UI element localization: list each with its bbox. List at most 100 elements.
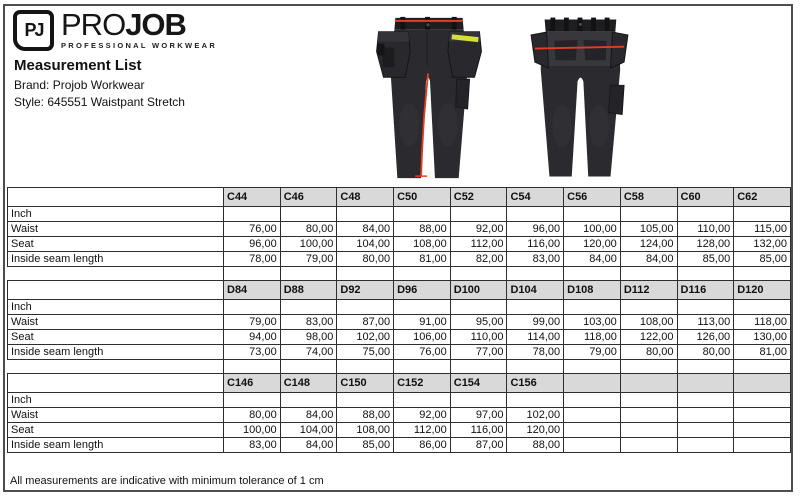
measurement-value-cell: 83,00: [279, 314, 338, 330]
empty-unit-cell: [563, 299, 621, 315]
measurement-value-cell: 104,00: [336, 236, 395, 252]
empty-unit-cell: [449, 392, 508, 408]
measurement-value-cell: 108,00: [336, 422, 395, 438]
empty-unit-cell: [336, 206, 395, 222]
measurement-row: Waist 76,00 80,00 84,00 88,00 92,00 96,00 100,0…: [7, 221, 791, 237]
measurement-value-cell: [619, 437, 678, 453]
measurement-value-cell: 96,00: [223, 236, 281, 252]
spacer-cell: [619, 266, 678, 281]
knee-shading: [552, 104, 572, 148]
empty-unit-cell: [506, 206, 565, 222]
holster-pocket-back-left: [530, 31, 550, 69]
knee-shading: [399, 102, 420, 147]
spacer-cell: [506, 359, 565, 374]
size-header-cell: C146: [223, 373, 281, 393]
spacer-cell: [336, 266, 395, 281]
measurement-value-cell: 85,00: [676, 251, 735, 267]
measurement-value-cell: 81,00: [393, 251, 451, 267]
wordmark-job: JOB: [125, 7, 187, 42]
measurement-label-cell: Inside seam length: [7, 344, 224, 360]
measurement-row: Waist 79,00 83,00 87,00 91,00 95,00 99,00 103,0…: [7, 314, 791, 330]
empty-unit-cell: [506, 392, 565, 408]
measurement-value-cell: 97,00: [449, 407, 508, 423]
size-header-cell: D120: [733, 280, 791, 300]
spacer-cell: [7, 266, 224, 281]
size-header-row: D84 D88 D92 D96 D100 D104 D108 D112 D116 D120: [7, 280, 791, 300]
spacer-cell: [279, 359, 338, 374]
empty-unit-cell: [506, 299, 565, 315]
empty-unit-cell: [619, 206, 678, 222]
measurement-value-cell: 79,00: [279, 251, 338, 267]
size-header-cell: C148: [279, 373, 338, 393]
trousers-back-illustration: [530, 17, 629, 177]
spacer-cell: [223, 359, 281, 374]
empty-unit-cell: [676, 392, 735, 408]
measurement-value-cell: 88,00: [336, 407, 395, 423]
measurement-value-cell: 104,00: [279, 422, 338, 438]
corner-cell: [7, 373, 224, 393]
empty-unit-cell: [619, 299, 678, 315]
inside-seam-measure-line: [420, 73, 429, 177]
size-header-cell: C50: [393, 187, 451, 207]
empty-unit-cell: [336, 392, 395, 408]
empty-unit-cell: [393, 206, 451, 222]
measurement-value-cell: 113,00: [676, 314, 735, 330]
measurement-value-cell: 85,00: [336, 437, 395, 453]
measurement-value-cell: 110,00: [449, 329, 508, 345]
measurement-value-cell: 84,00: [619, 251, 678, 267]
empty-unit-cell: [279, 299, 338, 315]
spacer-cell: [563, 359, 621, 374]
measurement-value-cell: 88,00: [506, 437, 565, 453]
unit-label-cell: Inch: [7, 392, 224, 408]
size-header-cell: C62: [733, 187, 791, 207]
table-spacer-row: [7, 266, 791, 281]
corner-cell: [7, 187, 224, 207]
measurement-value-cell: [563, 437, 621, 453]
measurement-value-cell: 108,00: [619, 314, 678, 330]
measurement-value-cell: [619, 407, 678, 423]
spacer-cell: [223, 266, 281, 281]
measurement-value-cell: 120,00: [506, 422, 565, 438]
measurement-value-cell: 102,00: [336, 329, 395, 345]
measurement-row: Inside seam length 83,00 84,00 85,00 86,00 87…: [7, 437, 791, 453]
tolerance-note: All measurements are indicative with min…: [10, 475, 324, 487]
empty-unit-cell: [279, 392, 338, 408]
size-header-cell: D112: [619, 280, 678, 300]
measurement-value-cell: 74,00: [279, 344, 338, 360]
size-header-cell: D100: [449, 280, 508, 300]
measurement-value-cell: 78,00: [506, 344, 565, 360]
back-pocket-left: [554, 39, 578, 61]
size-header-cell: C152: [393, 373, 451, 393]
empty-unit-cell: [393, 299, 451, 315]
spacer-cell: [619, 359, 678, 374]
spacer-cell: [506, 266, 565, 281]
spacer-cell: [733, 359, 791, 374]
size-header-cell: C56: [563, 187, 621, 207]
measurement-value-cell: 79,00: [223, 314, 281, 330]
empty-unit-cell: [676, 299, 735, 315]
measurement-value-cell: 84,00: [336, 221, 395, 237]
size-header-cell: C52: [449, 187, 508, 207]
measurement-value-cell: 80,00: [336, 251, 395, 267]
size-header-cell: C54: [506, 187, 565, 207]
hi-vis-stripe: [451, 34, 479, 43]
measurement-value-cell: 112,00: [393, 422, 451, 438]
spacer-cell: [676, 266, 735, 281]
empty-unit-cell: [733, 392, 791, 408]
size-header-cell: C46: [279, 187, 338, 207]
brand-line: Brand: Projob Workwear: [14, 78, 145, 92]
measurement-value-cell: 96,00: [506, 221, 565, 237]
measurement-value-cell: 84,00: [563, 251, 621, 267]
size-header-cell: D116: [676, 280, 735, 300]
tool-pouch: [382, 47, 395, 68]
logo-wordmark: PROJOB: [61, 7, 217, 42]
cargo-pocket: [455, 78, 471, 110]
table-spacer-row: [7, 359, 791, 374]
corner-cell: [7, 280, 224, 300]
measurement-value-cell: 92,00: [449, 221, 508, 237]
measurement-value-cell: [676, 407, 735, 423]
measurement-value-cell: 100,00: [279, 236, 338, 252]
measurement-row: Seat 100,00 104,00 108,00 112,00 116,00 120,00: [7, 422, 791, 438]
size-header-cell: C58: [619, 187, 678, 207]
measurement-label-cell: Seat: [7, 422, 224, 438]
